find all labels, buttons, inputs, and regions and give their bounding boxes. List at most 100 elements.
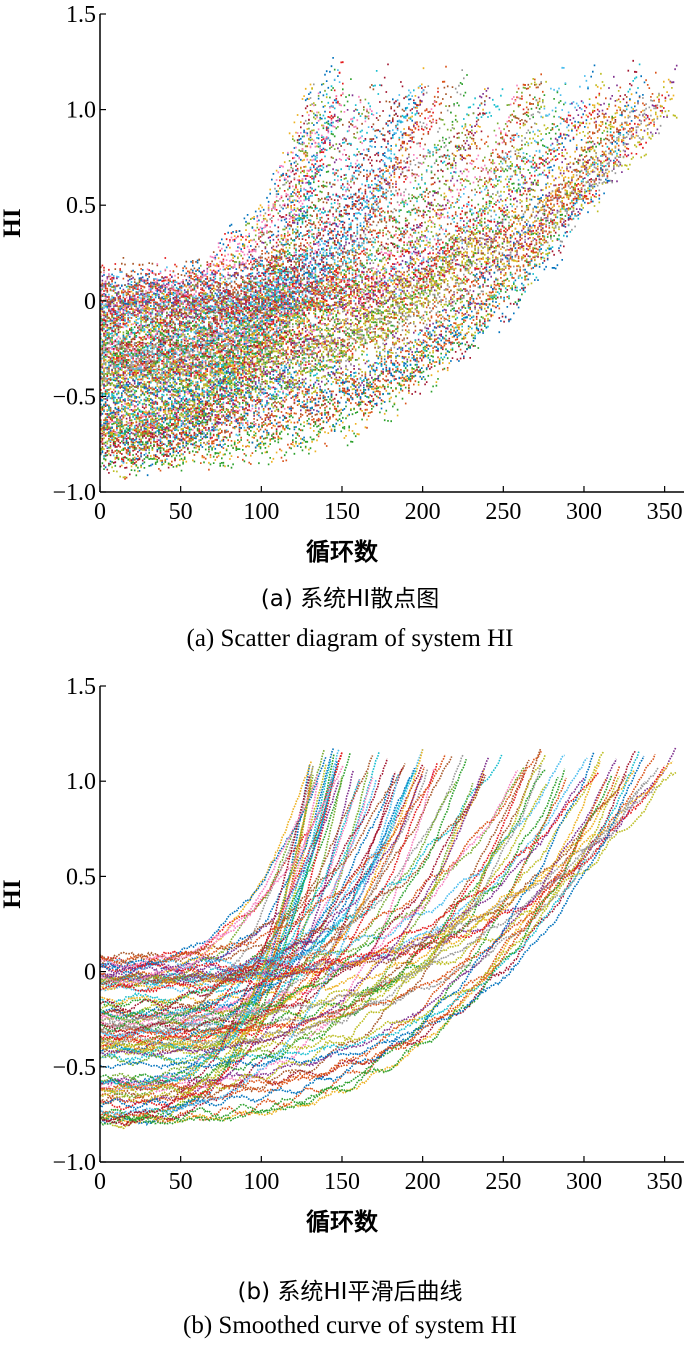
x-tick-label: 300 [566,499,602,525]
series-line [100,777,567,1104]
series-37 [100,767,435,1094]
series-73 [100,779,313,1094]
caption-cn: (a) 系统HI散点图 [260,586,440,612]
series-line [100,779,313,1094]
series-line [100,760,674,992]
series-56 [100,769,546,1086]
series-30 [100,777,567,1104]
series-95 [100,107,336,435]
data-marks [100,747,677,1130]
series-66 [100,95,407,316]
series-line [100,769,417,1057]
series-67 [100,769,417,1057]
series-10 [100,748,542,1103]
series-line [100,760,601,1124]
series-line [100,782,474,1067]
series-94 [100,755,374,1021]
series-line [100,759,530,1054]
series-line [100,754,547,1098]
series-line [100,752,343,968]
series-line [100,747,677,978]
series-69 [100,765,314,1035]
x-tick-label: 200 [405,499,441,525]
series-76 [100,749,340,1039]
plot-area [100,747,677,1130]
series-42 [100,754,335,1122]
scatter-points [100,97,609,441]
series-20 [100,780,377,1039]
series-58 [100,751,543,982]
scatter-points [100,75,589,331]
series-line [100,782,548,1049]
series-line [100,771,677,1018]
y-tick-label: 0 [84,960,96,986]
series-35 [100,758,388,1013]
series-line [100,750,637,1092]
series-line [100,748,424,993]
series-line [100,766,659,1024]
series-line [100,754,446,965]
series-76 [100,69,341,387]
series-line [100,777,411,985]
series-97 [100,766,659,1024]
scatter-points [100,95,407,316]
series-39 [100,754,503,988]
series-84 [100,775,613,1122]
series-89 [100,112,475,418]
series-line [100,764,327,1130]
series-4 [100,747,677,978]
series-50 [100,781,334,1111]
series-line [100,754,335,1122]
series-line [100,774,311,1123]
series-6 [100,75,589,331]
series-22 [100,752,343,968]
series-line [100,777,585,984]
series-line [100,749,424,1052]
series-line [100,776,559,1033]
series-17 [100,770,635,1005]
x-tick-label: 100 [243,499,279,525]
series-line [100,763,406,966]
series-line [100,774,487,966]
scatter-points [100,65,447,309]
x-tick-label: 350 [647,1169,683,1195]
series-82 [100,116,549,396]
x-tick-label: 0 [94,499,106,525]
x-tick-label: 300 [566,1169,602,1195]
series-98 [100,74,468,371]
y-tick-label: −0.5 [52,384,96,410]
series-line [100,759,332,1093]
y-tick-label: −1.0 [52,1150,96,1176]
series-86 [100,754,446,965]
series-96 [100,754,547,1098]
series-36 [100,751,343,1042]
series-100 [100,778,608,1092]
series-line [100,754,503,988]
series-78 [100,90,439,399]
series-3 [100,760,601,1124]
series-73 [100,110,313,439]
y-tick-label: 0 [84,289,96,315]
series-97 [100,92,660,369]
y-tick-label: 1.5 [66,674,96,700]
scatter-points [100,74,468,371]
scatter-points [100,116,549,396]
series-59 [100,749,424,1052]
y-tick-label: 1.0 [66,769,96,795]
scatter-points [100,90,439,399]
series-line [100,762,438,1048]
series-line [100,773,319,986]
line-chart-svg: 0 50 100 150 200 250 300 350 1.5 1.0 0.5 0 −0.5 −1.0 循… [0,674,684,1236]
series-65 [100,769,519,1026]
caption-cn: (b) 系统HI平滑后曲线 [237,1279,463,1305]
x-tick-label: 150 [324,499,360,525]
series-99 [100,755,645,1070]
scatter-chart-svg: 0 50 100 150 200 250 300 350 1.5 1.0 0.5 0 −0.5 −1.0 循… [0,2,684,566]
series-68 [100,775,621,1056]
series-46 [100,777,585,984]
series-88 [100,756,490,1058]
series-line [100,769,546,1086]
series-71 [100,756,327,971]
series-52 [100,774,487,966]
series-line [100,780,340,971]
